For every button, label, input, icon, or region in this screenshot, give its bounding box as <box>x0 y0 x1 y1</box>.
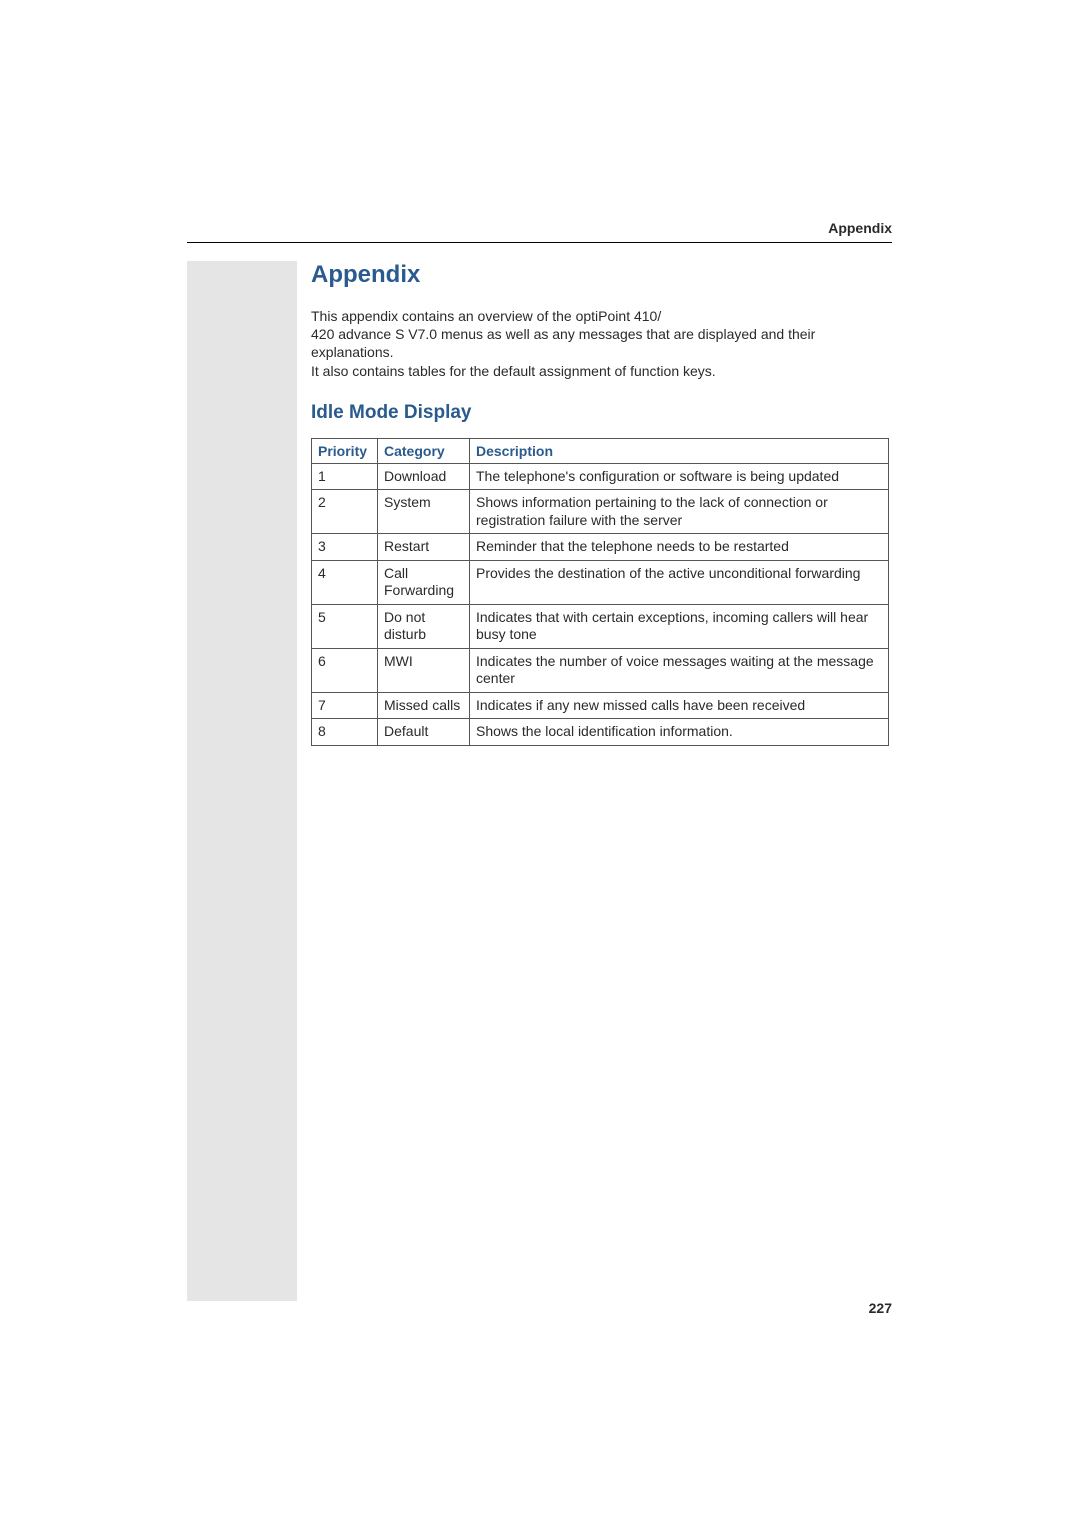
cell-priority: 8 <box>312 719 378 746</box>
table-row: 2 System Shows information pertaining to… <box>312 490 889 534</box>
cell-category: Call Forwarding <box>378 560 470 604</box>
cell-priority: 4 <box>312 560 378 604</box>
intro-line-1: This appendix contains an overview of th… <box>311 308 661 324</box>
cell-description: Reminder that the telephone needs to be … <box>470 534 889 561</box>
table-row: 4 Call Forwarding Provides the destinati… <box>312 560 889 604</box>
cell-category: System <box>378 490 470 534</box>
sidebar-margin-band <box>187 261 297 1301</box>
table-header-row: Priority Category Description <box>312 438 889 463</box>
table-row: 6 MWI Indicates the number of voice mess… <box>312 648 889 692</box>
cell-description: Shows the local identification informati… <box>470 719 889 746</box>
cell-description: Indicates that with certain exceptions, … <box>470 604 889 648</box>
cell-priority: 1 <box>312 463 378 490</box>
cell-category: MWI <box>378 648 470 692</box>
cell-category: Download <box>378 463 470 490</box>
table-row: 8 Default Shows the local identification… <box>312 719 889 746</box>
heading-main: Appendix <box>311 261 891 289</box>
column-header-category: Category <box>378 438 470 463</box>
table-row: 1 Download The telephone's configuration… <box>312 463 889 490</box>
table-row: 3 Restart Reminder that the telephone ne… <box>312 534 889 561</box>
intro-paragraph: This appendix contains an overview of th… <box>311 307 891 380</box>
cell-priority: 2 <box>312 490 378 534</box>
cell-description: Provides the destination of the active u… <box>470 560 889 604</box>
cell-priority: 6 <box>312 648 378 692</box>
main-content: Appendix This appendix contains an overv… <box>311 261 891 746</box>
column-header-description: Description <box>470 438 889 463</box>
heading-sub: Idle Mode Display <box>311 402 891 424</box>
intro-line-2: 420 advance S V7.0 menus as well as any … <box>311 326 815 360</box>
cell-category: Missed calls <box>378 692 470 719</box>
cell-category: Restart <box>378 534 470 561</box>
cell-priority: 7 <box>312 692 378 719</box>
cell-description: Indicates the number of voice messages w… <box>470 648 889 692</box>
cell-category: Default <box>378 719 470 746</box>
intro-line-3: It also contains tables for the default … <box>311 363 716 379</box>
cell-priority: 5 <box>312 604 378 648</box>
table-row: 5 Do not disturb Indicates that with cer… <box>312 604 889 648</box>
cell-priority: 3 <box>312 534 378 561</box>
cell-description: Shows information pertaining to the lack… <box>470 490 889 534</box>
idle-mode-table: Priority Category Description 1 Download… <box>311 438 889 746</box>
header-rule <box>187 242 892 243</box>
table-row: 7 Missed calls Indicates if any new miss… <box>312 692 889 719</box>
cell-category: Do not disturb <box>378 604 470 648</box>
cell-description: The telephone's configuration or softwar… <box>470 463 889 490</box>
cell-description: Indicates if any new missed calls have b… <box>470 692 889 719</box>
running-header: Appendix <box>828 220 892 236</box>
page-number: 227 <box>869 1300 892 1316</box>
column-header-priority: Priority <box>312 438 378 463</box>
